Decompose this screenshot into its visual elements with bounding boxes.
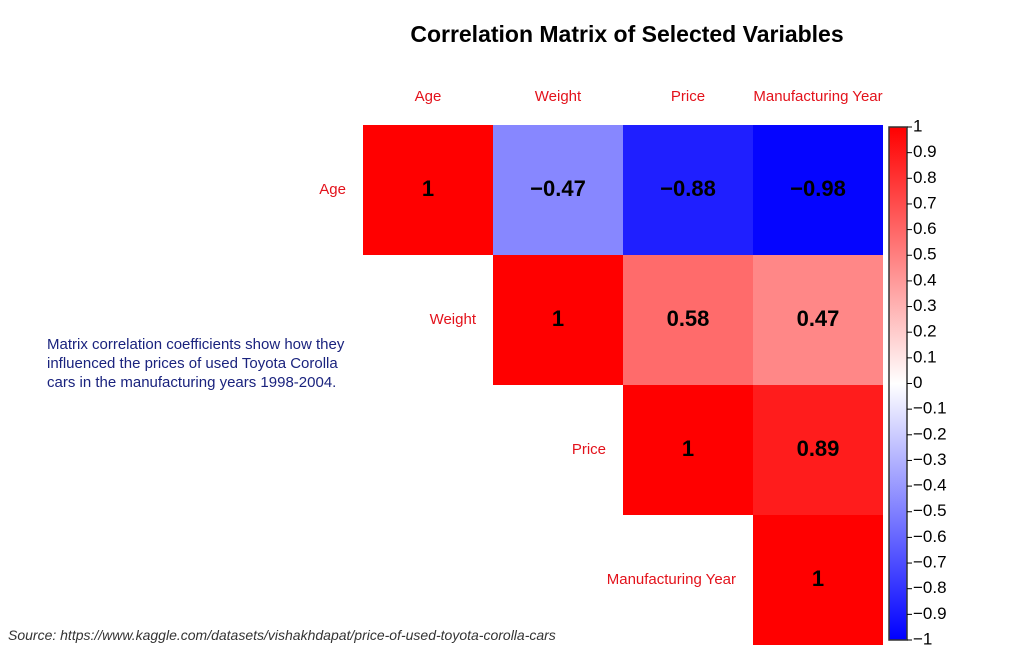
colorbar-tick-label: 0.3 (913, 296, 937, 315)
cell (753, 125, 883, 255)
colorbar-tick-label: 0.6 (913, 219, 937, 238)
column-label: Price (671, 88, 705, 105)
colorbar-tick-label: −0.2 (913, 424, 947, 443)
cell (753, 255, 883, 385)
cell-label: 1 (812, 566, 824, 591)
cell (493, 125, 623, 255)
cell-label: 1 (422, 176, 434, 201)
colorbar-tick-label: 0.8 (913, 168, 937, 187)
colorbar-tick-label: 0 (913, 373, 922, 392)
chart-title: Correlation Matrix of Selected Variables (410, 21, 843, 47)
colorbar-tick-label: −0.9 (913, 604, 947, 623)
colorbar-tick-label: −0.5 (913, 501, 947, 520)
cell-label: 1 (682, 436, 694, 461)
colorbar-tick-label: −1 (913, 629, 932, 648)
column-label: Age (415, 88, 442, 105)
colorbar-tick-label: 0.7 (913, 193, 937, 212)
colorbar-tick-label: 0.2 (913, 322, 937, 341)
colorbar-tick-label: −0.1 (913, 399, 947, 418)
row-label: Weight (430, 311, 477, 328)
cell (623, 385, 753, 515)
source: Source: https://www.kaggle.com/datasets/… (8, 627, 556, 643)
cell (623, 255, 753, 385)
cell-label: 0.58 (667, 306, 710, 331)
colorbar-tick-label: 0.5 (913, 245, 937, 264)
cell-label: −0.98 (790, 176, 846, 201)
colorbar-tick-label: 0.9 (913, 142, 937, 161)
note: Matrix correlation coefficients show how… (47, 336, 345, 391)
colorbar-tick-label: 1 (913, 116, 922, 135)
row-label: Age (319, 181, 346, 198)
column-label: Manufacturing Year (753, 88, 882, 105)
colorbar-tick-label: −0.3 (913, 450, 947, 469)
cell-label: −0.88 (660, 176, 716, 201)
cell-label: 0.47 (797, 306, 840, 331)
colorbar (888, 126, 908, 641)
cell-label: 1 (552, 306, 564, 331)
column-label: Weight (535, 88, 582, 105)
cell (623, 125, 753, 255)
cell-label: −0.47 (530, 176, 586, 201)
colorbar-tick-label: −0.6 (913, 527, 947, 546)
row-label: Price (572, 441, 606, 458)
colorbar-tick-label: −0.4 (913, 476, 947, 495)
colorbar-tick-label: 0.1 (913, 347, 937, 366)
cell (363, 125, 493, 255)
cell (493, 255, 623, 385)
colorbar-tick-label: −0.8 (913, 578, 947, 597)
cell-label: 0.89 (797, 436, 840, 461)
cell (753, 385, 883, 515)
row-label: Manufacturing Year (607, 571, 736, 588)
colorbar-tick-label: −0.7 (913, 553, 947, 572)
cell (753, 515, 883, 645)
colorbar-tick-label: 0.4 (913, 270, 937, 289)
